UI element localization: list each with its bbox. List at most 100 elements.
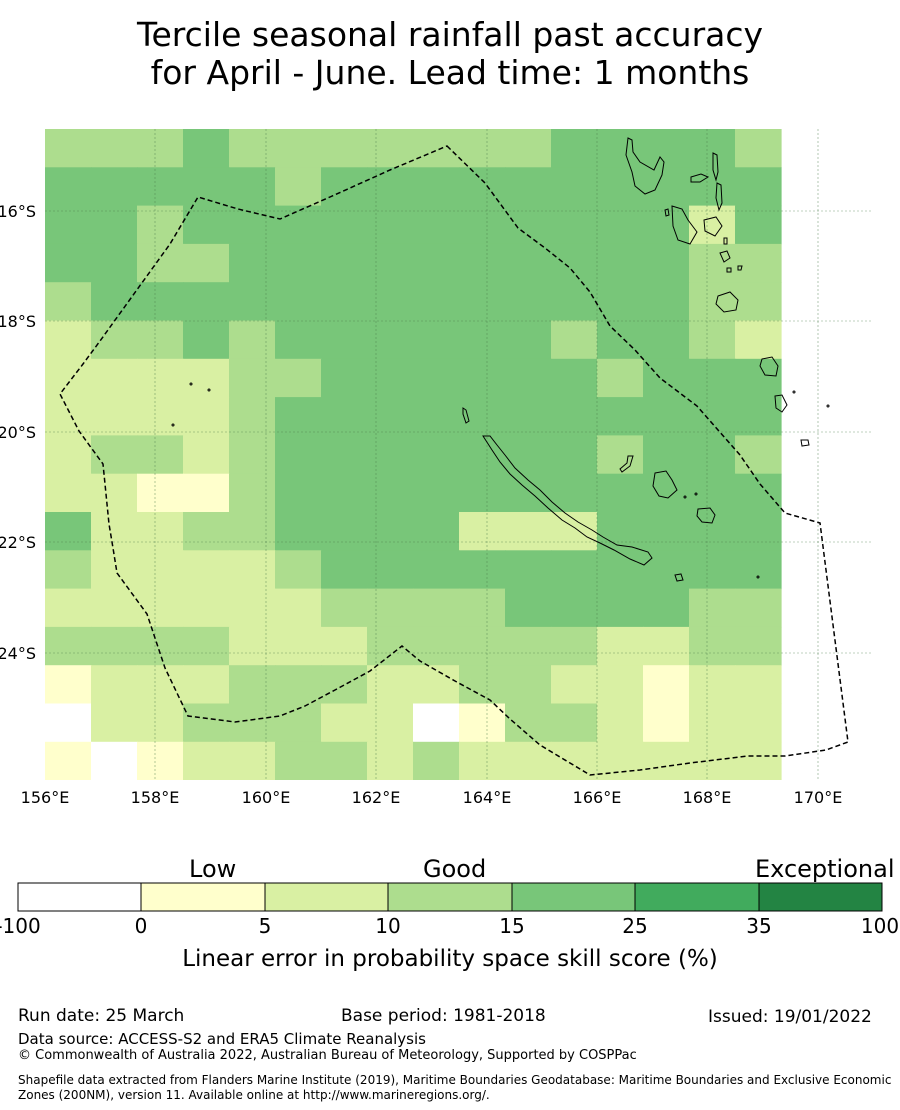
- grid-cell: [597, 435, 644, 475]
- colorbar-tick-label: -100: [0, 914, 41, 938]
- grid-cell: [413, 397, 460, 436]
- grid-cell: [45, 741, 92, 780]
- small-islet: [207, 388, 211, 392]
- skill-grid: [45, 129, 782, 780]
- grid-cell: [505, 167, 552, 207]
- grid-cell: [275, 588, 322, 628]
- grid-cell: [643, 665, 690, 705]
- grid-cell: [137, 703, 184, 743]
- colorbar-segment: [17, 882, 142, 912]
- grid-cell: [689, 741, 736, 780]
- grid-cell: [505, 320, 552, 360]
- belep-islands: [462, 407, 470, 424]
- colorbar: [17, 882, 883, 912]
- grid-cell: [137, 358, 184, 398]
- grid-cell: [689, 282, 736, 322]
- grid-cell: [551, 243, 598, 283]
- grid-cell: [413, 129, 460, 168]
- grid-cell: [45, 320, 92, 360]
- eez-boundary: [59, 145, 849, 776]
- ambrym-island: [703, 216, 723, 237]
- colorbar-tick-label: 100: [861, 914, 899, 938]
- grid-cell: [45, 588, 92, 628]
- grid-cell: [321, 665, 368, 705]
- grid-cell: [551, 129, 598, 168]
- grid-cell: [321, 205, 368, 245]
- grid-cell: [321, 129, 368, 168]
- grid-cell: [183, 588, 230, 628]
- grid-cell: [643, 473, 690, 513]
- grid-cell: [367, 205, 414, 245]
- grid-cell: [689, 397, 736, 436]
- grid-cell: [183, 282, 230, 322]
- lat-tick-label: 24°S: [0, 644, 36, 663]
- grid-cell: [505, 626, 552, 666]
- grid-cell: [45, 550, 92, 590]
- grid-cell: [137, 665, 184, 705]
- grid-cell: [459, 703, 506, 743]
- grid-cell: [505, 282, 552, 322]
- grid-cell: [91, 397, 138, 436]
- grid-cell: [459, 512, 506, 551]
- espiritu-santo-island: [625, 137, 665, 195]
- grid-cell: [551, 397, 598, 436]
- grid-cell: [689, 665, 736, 705]
- grid-cell: [367, 473, 414, 513]
- grid-cell: [643, 358, 690, 398]
- small-islet: [726, 267, 732, 273]
- grid-cell: [643, 320, 690, 360]
- grid-cell: [321, 243, 368, 283]
- colorbar-segment: [264, 882, 389, 912]
- grid-cell: [45, 205, 92, 245]
- grid-cell: [597, 473, 644, 513]
- grid-cell: [551, 741, 598, 780]
- grid-cell: [367, 435, 414, 475]
- grid-cell: [413, 205, 460, 245]
- colorbar-segment: [387, 882, 513, 912]
- grid-cell: [275, 167, 322, 207]
- grid-cell: [459, 397, 506, 436]
- grid-cell: [551, 626, 598, 666]
- grid-cell: [643, 167, 690, 207]
- grid-cell: [735, 320, 782, 360]
- grid-cell: [137, 320, 184, 360]
- grid-cell: [91, 435, 138, 475]
- colorbar-tick-label: 5: [259, 914, 272, 938]
- lon-tick-label: 162°E: [352, 788, 401, 807]
- grid-cell: [505, 550, 552, 590]
- grid-cell: [459, 741, 506, 780]
- small-islet: [171, 423, 175, 427]
- grid-cell: [735, 512, 782, 551]
- grid-cell: [459, 320, 506, 360]
- grid-cell: [735, 473, 782, 513]
- grid-cell: [45, 512, 92, 551]
- copyright: © Commonwealth of Australia 2022, Austra…: [18, 1048, 637, 1063]
- grid-cell: [413, 588, 460, 628]
- grid-cell: [597, 626, 644, 666]
- grid-cell: [275, 205, 322, 245]
- grid-cell: [413, 550, 460, 590]
- grid-cell: [321, 588, 368, 628]
- shapefile-credit-line-2: Zones (200NM), version 11. Available onl…: [18, 1088, 490, 1102]
- grid-cell: [643, 703, 690, 743]
- grid-cell: [735, 665, 782, 705]
- grid-cell: [367, 243, 414, 283]
- malekula-island: [671, 205, 698, 245]
- grid-cell: [413, 665, 460, 705]
- grid-cell: [137, 205, 184, 245]
- grid-cell: [597, 665, 644, 705]
- grid-cell: [45, 397, 92, 436]
- grid-cell: [275, 703, 322, 743]
- grid-cell: [735, 397, 782, 436]
- grid-cell: [275, 512, 322, 551]
- grid-cell: [551, 320, 598, 360]
- grid-cell: [413, 243, 460, 283]
- grid-cell: [643, 205, 690, 245]
- grid-cell: [689, 550, 736, 590]
- new-caledonia-island: [482, 435, 653, 566]
- grid-cell: [597, 358, 644, 398]
- grid-cell: [689, 512, 736, 551]
- grid-cell: [643, 626, 690, 666]
- grid-cell: [275, 358, 322, 398]
- grid-cell: [505, 665, 552, 705]
